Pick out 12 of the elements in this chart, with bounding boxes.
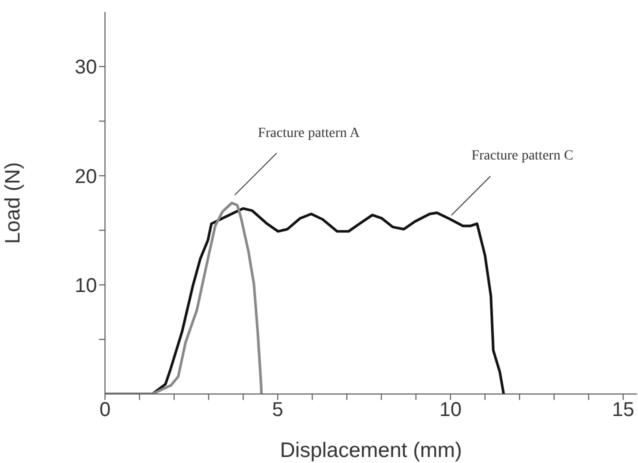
- y-tick-label: 10: [74, 274, 97, 297]
- annotation: Fracture pattern A: [258, 126, 361, 141]
- y-axis-title: Load (N): [1, 162, 24, 244]
- x-tick-label: 5: [272, 399, 284, 422]
- y-tick-label: 30: [74, 56, 97, 79]
- x-tick-label: 0: [99, 399, 111, 422]
- line-series: [105, 202, 263, 394]
- x-axis-title: Displacement (mm): [280, 439, 462, 462]
- annotation: Fracture pattern C: [471, 148, 574, 164]
- y-tick-label: 20: [74, 166, 97, 188]
- x-tick-label: 15: [612, 399, 634, 422]
- x-tick-label: 10: [439, 399, 462, 422]
